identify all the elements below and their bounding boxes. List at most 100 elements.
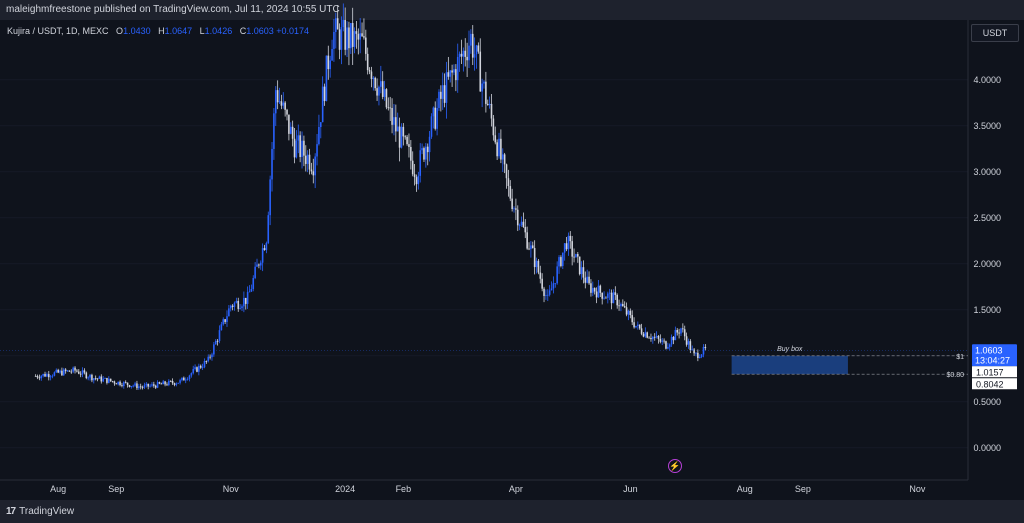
- candle-body: [79, 373, 82, 375]
- candle-body: [168, 380, 170, 386]
- candle-body: [618, 305, 620, 307]
- candle-body: [229, 305, 232, 309]
- candle-body: [177, 382, 180, 384]
- candle-body: [575, 254, 577, 258]
- low-label: L: [199, 26, 205, 36]
- candle-body: [119, 381, 121, 386]
- candle-body: [428, 136, 431, 153]
- currency-button[interactable]: USDT: [971, 24, 1019, 42]
- tradingview-brand: TradingView: [19, 506, 75, 517]
- candle-body: [537, 260, 540, 273]
- candle-body: [468, 45, 470, 61]
- candle-body: [558, 257, 560, 267]
- buy-box-top-price: $1: [956, 354, 964, 361]
- candle-body: [376, 88, 378, 96]
- candle-body: [286, 109, 288, 115]
- candle-body: [426, 146, 429, 153]
- candle-body: [231, 305, 234, 307]
- candle-body: [263, 248, 266, 251]
- candle-body: [291, 126, 294, 139]
- candle-body: [303, 140, 305, 156]
- candle-body: [605, 297, 607, 299]
- time-tick-label: Nov: [909, 484, 926, 494]
- candle-body: [83, 370, 86, 373]
- candle-body: [344, 19, 346, 50]
- candle-body: [338, 29, 341, 50]
- candle-body: [91, 374, 93, 381]
- candle-body: [224, 319, 226, 322]
- price-chart[interactable]: 4.00003.50003.00002.50002.00001.50001.00…: [0, 0, 1024, 500]
- publish-header: maleighmfreestone published on TradingVi…: [0, 0, 1024, 20]
- candle-body: [51, 375, 54, 377]
- candle-body: [590, 283, 592, 293]
- last-price-tag: [972, 344, 1017, 367]
- candle-body: [145, 383, 148, 386]
- candle-body: [650, 337, 652, 340]
- chart-area[interactable]: [0, 20, 1024, 500]
- time-tick-label: Sep: [795, 484, 811, 494]
- candle-body: [413, 174, 416, 178]
- candle-body: [138, 386, 140, 389]
- time-tick-label: Aug: [50, 484, 66, 494]
- candle-body: [674, 330, 677, 341]
- candle-body: [55, 369, 58, 373]
- candle-body: [117, 381, 119, 385]
- candle-body: [198, 365, 200, 372]
- candle-body: [130, 386, 133, 387]
- candle-body: [389, 107, 392, 109]
- candle-body: [38, 377, 41, 379]
- candle-body: [670, 336, 673, 345]
- candle-body: [222, 319, 225, 325]
- candle-body: [188, 375, 191, 379]
- price-tick-label: 2.5000: [973, 213, 1001, 223]
- candle-body: [128, 385, 131, 387]
- candle-body: [106, 377, 108, 383]
- candle-body: [228, 308, 230, 317]
- candle-body: [565, 243, 568, 250]
- candle-body: [665, 341, 667, 349]
- candle-body: [436, 107, 438, 129]
- candle-body: [490, 103, 493, 119]
- candle-body: [220, 324, 223, 331]
- candle-body: [535, 260, 538, 268]
- tradingview-logo-icon: 17: [6, 506, 16, 517]
- candle-body: [612, 292, 615, 304]
- candle-body: [323, 86, 326, 102]
- candle-body: [545, 295, 547, 296]
- candle-body: [49, 376, 52, 378]
- candle-body: [211, 354, 213, 358]
- candle-body: [515, 208, 517, 210]
- candle-body: [646, 332, 649, 338]
- candle-body: [72, 367, 74, 372]
- candle-body: [518, 225, 521, 226]
- candle-body: [552, 283, 555, 289]
- candle-body: [363, 36, 365, 38]
- candle-body: [57, 369, 59, 373]
- time-axis: Aug Sep Nov 2024 Feb Apr Jun Aug Sep Nov: [0, 479, 968, 494]
- time-tick-label: Jun: [623, 484, 638, 494]
- candle-body: [443, 85, 446, 103]
- lightning-icon[interactable]: ⚡: [668, 459, 682, 473]
- candle-body: [366, 53, 369, 71]
- open-label: O: [116, 26, 124, 36]
- candle-body: [567, 235, 570, 250]
- price-tick-label: 0.5000: [973, 397, 1001, 407]
- candle-body: [391, 107, 393, 125]
- low-value: 1.0426: [204, 26, 233, 36]
- candle-body: [676, 330, 679, 333]
- candle-body: [417, 175, 420, 185]
- price-tick-label: 2.0000: [973, 259, 1001, 269]
- candle-body: [385, 89, 388, 108]
- candle-body: [274, 90, 277, 114]
- close-value: 1.0603: [246, 26, 274, 36]
- candle-body: [164, 381, 166, 385]
- candle-body: [321, 86, 324, 123]
- candle-body: [541, 278, 543, 289]
- candle-body: [421, 148, 423, 151]
- candle-body: [503, 154, 506, 165]
- candle-body: [111, 381, 114, 382]
- tradingview-logo[interactable]: 17 TradingView: [6, 506, 74, 517]
- candle-body: [614, 292, 617, 295]
- candle-body: [104, 377, 106, 379]
- candle-body: [353, 31, 356, 47]
